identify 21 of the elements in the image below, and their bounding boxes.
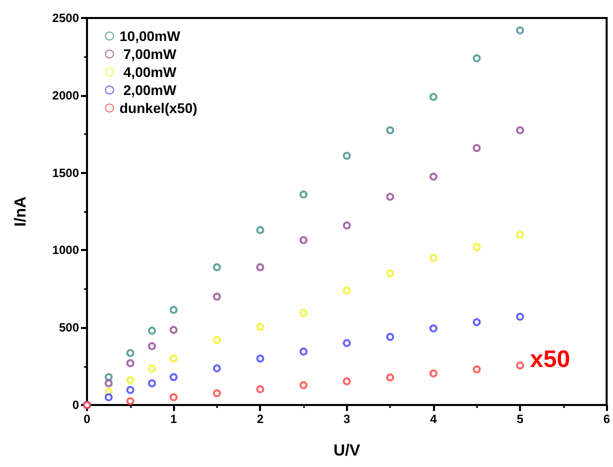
y-tick-label: 1500 xyxy=(52,166,80,180)
legend-label: 4,00mW xyxy=(120,64,178,80)
x-tick-label: 1 xyxy=(170,412,178,426)
x-tick-label: 0 xyxy=(84,412,91,426)
legend-label: 10,00mW xyxy=(120,28,181,44)
x-tick-label: 6 xyxy=(603,412,610,426)
annotation: x50 xyxy=(530,346,570,374)
y-tick-label: 0 xyxy=(72,398,80,412)
y-tick-label: 1000 xyxy=(52,243,80,258)
y-tick-label: 2000 xyxy=(52,88,80,102)
legend-label: 7,00mW xyxy=(120,46,178,62)
x-tick-label: 4 xyxy=(430,412,438,426)
x-tick-label: 5 xyxy=(516,412,524,426)
y-tick-label: 2500 xyxy=(52,11,80,25)
y-axis-title: I/nA xyxy=(12,196,30,227)
y-tick-label: 500 xyxy=(58,320,80,335)
x-tick-label: 3 xyxy=(343,412,350,426)
legend-label: dunkel(x50) xyxy=(120,100,198,116)
legend-label: 2,00mW xyxy=(120,82,178,98)
x-tick-label: 2 xyxy=(256,412,264,426)
x-axis-title: U/V xyxy=(333,442,360,460)
